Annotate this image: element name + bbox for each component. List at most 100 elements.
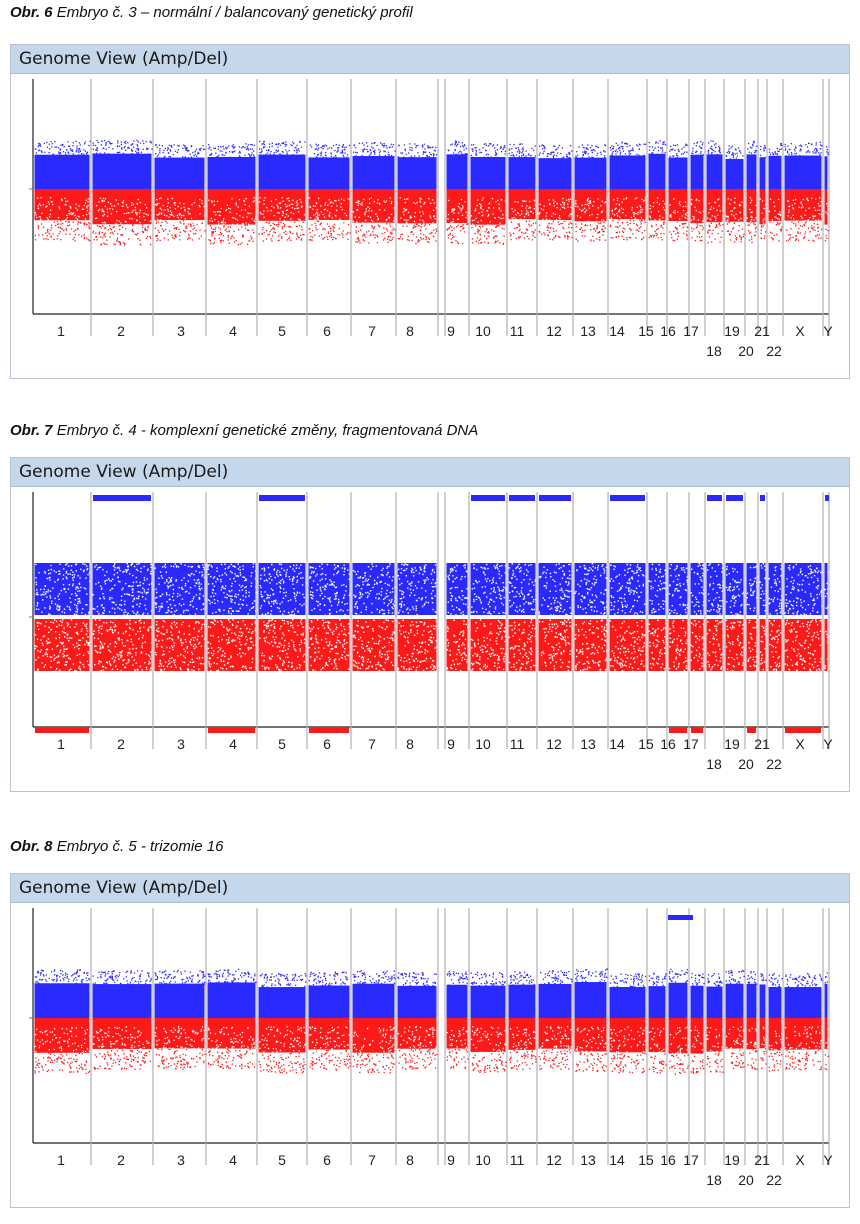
speckle: [163, 653, 165, 656]
amp-point: [488, 143, 491, 145]
speckle: [478, 203, 481, 205]
speckle: [159, 207, 161, 210]
speckle: [141, 592, 143, 594]
del-point: [621, 235, 623, 237]
speckle: [244, 665, 246, 668]
del-point: [793, 222, 795, 225]
del-point: [296, 233, 298, 236]
speckle: [122, 205, 124, 207]
speckle: [165, 592, 168, 594]
speckle: [50, 660, 53, 662]
del-point: [50, 236, 53, 238]
amp-point: [518, 155, 520, 157]
speckle: [160, 668, 163, 671]
speckle: [110, 213, 112, 215]
del-point: [451, 226, 453, 228]
del-point: [534, 229, 536, 231]
del-point: [155, 234, 158, 237]
del-point: [288, 238, 290, 240]
speckle: [221, 221, 223, 223]
speckle: [681, 215, 683, 217]
speckle: [160, 575, 163, 577]
amp-point: [649, 146, 651, 148]
speckle: [79, 590, 81, 592]
speckle: [139, 627, 141, 630]
speckle: [192, 637, 194, 639]
speckle: [45, 591, 48, 593]
del-point: [523, 232, 525, 234]
speckle: [227, 639, 230, 641]
del-point: [629, 227, 631, 230]
amp-point: [433, 149, 436, 151]
del-point: [740, 238, 742, 241]
speckle: [79, 670, 82, 672]
speckle: [154, 602, 157, 604]
del-point: [92, 232, 94, 234]
speckle: [234, 566, 236, 568]
amp-point: [683, 146, 685, 148]
speckle: [120, 670, 122, 672]
amp-point: [94, 144, 97, 147]
amp-point: [207, 144, 210, 146]
amp-point: [779, 148, 781, 151]
del-point: [651, 226, 653, 228]
speckle: [42, 655, 44, 657]
amp-point: [352, 151, 355, 153]
amp-point: [475, 152, 477, 154]
amp-point: [37, 142, 40, 145]
speckle: [247, 212, 249, 214]
speckle: [79, 661, 81, 663]
amp-point: [86, 151, 89, 153]
speckle: [127, 566, 129, 568]
del-point: [792, 236, 794, 239]
speckle: [804, 214, 806, 216]
speckle: [232, 619, 234, 621]
speckle: [50, 621, 52, 623]
del-point: [719, 241, 721, 243]
amp-point: [584, 152, 586, 154]
speckle: [471, 220, 474, 222]
speckle: [685, 217, 687, 219]
speckle: [139, 209, 142, 211]
amp-point: [131, 149, 133, 152]
del-point: [191, 239, 194, 241]
speckle: [120, 595, 123, 598]
amp-point: [725, 155, 727, 157]
speckle: [243, 576, 246, 579]
speckle: [196, 657, 198, 659]
speckle: [76, 645, 78, 648]
speckle: [111, 205, 113, 207]
speckle: [183, 610, 185, 612]
speckle: [87, 636, 89, 638]
speckle: [175, 580, 177, 582]
speckle: [807, 199, 810, 202]
amp-point: [462, 146, 465, 148]
speckle: [553, 202, 555, 204]
speckle: [203, 568, 205, 571]
speckle: [286, 209, 288, 211]
speckle: [480, 219, 482, 222]
speckle: [193, 666, 195, 668]
del-point: [357, 237, 359, 239]
speckle: [290, 211, 292, 214]
speckle: [234, 602, 236, 604]
speckle: [65, 655, 68, 657]
del-point: [100, 227, 102, 229]
speckle: [156, 620, 158, 623]
speckle: [244, 624, 246, 626]
amp-point: [664, 151, 666, 154]
amp-point: [158, 144, 161, 146]
amp-point: [692, 152, 694, 154]
speckle: [556, 207, 558, 209]
speckle: [162, 626, 164, 628]
del-point: [603, 225, 605, 227]
speckle: [412, 224, 414, 226]
speckle: [764, 224, 766, 227]
amp-band: [92, 563, 152, 615]
del-point: [237, 244, 240, 246]
amp-point: [463, 149, 465, 151]
speckle: [135, 621, 137, 624]
speckle: [183, 633, 185, 635]
speckle: [104, 574, 106, 577]
amp-point: [760, 145, 762, 148]
